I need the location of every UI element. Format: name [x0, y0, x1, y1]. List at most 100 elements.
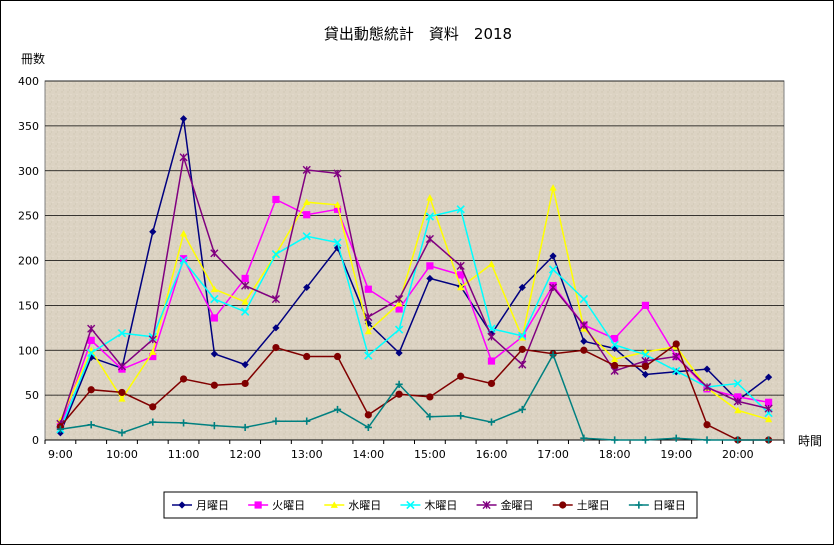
data-point — [241, 361, 249, 369]
data-point — [580, 337, 588, 345]
data-point — [426, 393, 434, 401]
legend-label: 金曜日 — [501, 498, 534, 512]
data-point — [179, 229, 188, 237]
series-line — [59, 208, 770, 430]
data-point — [117, 362, 127, 371]
data-point — [148, 335, 157, 344]
data-point — [117, 329, 127, 338]
data-point — [702, 382, 712, 392]
data-point — [426, 274, 434, 283]
data-point — [703, 365, 711, 373]
data-point — [271, 294, 281, 304]
legend-marker — [254, 501, 262, 509]
data-point — [456, 261, 465, 270]
data-point — [548, 283, 558, 292]
data-point — [364, 327, 372, 335]
data-point — [579, 294, 589, 304]
data-point — [395, 294, 404, 304]
data-point — [333, 352, 342, 361]
data-point — [580, 434, 588, 442]
y-tick-label: 50 — [25, 389, 39, 402]
data-point — [518, 331, 527, 341]
data-point — [210, 314, 218, 322]
legend-item: 木曜日 — [400, 499, 457, 512]
data-point — [734, 393, 742, 401]
data-point — [179, 419, 188, 427]
legend-item: 金曜日 — [476, 498, 534, 512]
data-point — [672, 366, 681, 376]
legend-item: 日曜日 — [628, 499, 686, 512]
data-point — [303, 352, 311, 361]
x-tick-label: 20:00 — [722, 448, 754, 461]
legend-marker — [482, 500, 491, 510]
data-point — [241, 423, 249, 432]
legend-item: 土曜日 — [552, 499, 610, 512]
data-point — [210, 422, 218, 430]
data-point — [118, 388, 126, 397]
data-point — [210, 294, 219, 304]
data-point — [487, 260, 496, 267]
data-point — [456, 205, 465, 214]
data-point — [426, 262, 434, 270]
series-line — [59, 118, 770, 434]
data-point — [733, 397, 742, 406]
x-tick-label: 18:00 — [599, 448, 631, 461]
x-tick-label: 14:00 — [352, 448, 384, 461]
legend-label: 水曜日 — [348, 499, 381, 512]
data-point — [672, 340, 680, 348]
data-point — [210, 381, 218, 389]
data-point — [303, 211, 311, 219]
y-tick-label: 300 — [18, 165, 39, 178]
legend-marker — [330, 501, 338, 508]
legend-label: 日曜日 — [653, 499, 686, 512]
series-1 — [56, 115, 773, 437]
legend-item: 水曜日 — [324, 499, 381, 512]
data-point — [303, 283, 311, 292]
data-point — [364, 285, 372, 293]
series-line — [60, 352, 769, 441]
data-point — [765, 415, 773, 423]
data-point — [364, 423, 372, 432]
data-point — [641, 362, 650, 371]
data-point — [610, 340, 619, 350]
data-point — [271, 250, 281, 259]
x-tick-label: 12:00 — [229, 448, 261, 461]
x-tick-label: 17:00 — [537, 448, 569, 461]
x-axis-ticks: 9:00 10:00 11:00 12:00 13:00 14:00 15:00 16:00 1… — [44, 440, 785, 461]
data-point — [118, 395, 126, 402]
data-point — [272, 324, 280, 332]
data-point — [549, 252, 557, 260]
data-point — [580, 346, 588, 354]
data-point — [641, 301, 650, 309]
data-point — [487, 332, 496, 341]
y-tick-label: 0 — [32, 434, 39, 447]
data-point — [149, 228, 157, 236]
data-point — [703, 421, 711, 429]
data-point — [764, 404, 773, 413]
data-point — [395, 299, 403, 307]
data-point — [611, 361, 619, 370]
x-axis-label: 時間 — [798, 434, 822, 448]
y-tick-label: 150 — [18, 299, 39, 312]
data-point — [87, 386, 95, 394]
data-point — [56, 425, 64, 433]
data-point — [457, 372, 465, 380]
data-point — [179, 256, 188, 265]
legend-marker — [559, 501, 567, 509]
data-point — [395, 305, 403, 313]
data-point — [364, 411, 372, 419]
data-point — [395, 390, 403, 398]
data-point — [487, 418, 496, 426]
data-point — [672, 434, 680, 442]
legend-label: 土曜日 — [577, 499, 610, 512]
data-point — [210, 249, 219, 258]
y-tick-label: 350 — [18, 120, 39, 133]
data-point — [333, 169, 342, 178]
data-point — [333, 238, 342, 247]
y-tick-label: 250 — [18, 210, 39, 223]
data-point — [302, 165, 311, 174]
data-point — [426, 413, 434, 421]
data-point — [672, 352, 681, 361]
y-axis-ticks: 0 50 100 150 200 250 300 350 400 — [18, 75, 39, 447]
data-point — [734, 406, 742, 414]
